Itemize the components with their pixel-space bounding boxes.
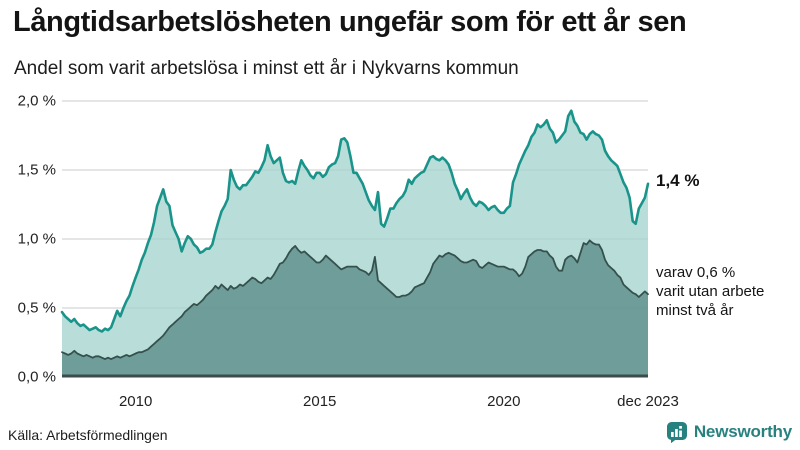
source-caption: Källa: Arbetsförmedlingen bbox=[8, 427, 168, 443]
x-axis-tick-label: 2015 bbox=[303, 393, 337, 410]
newsworthy-logo: Newsworthy bbox=[666, 421, 792, 443]
y-axis-tick-label: 2,0 % bbox=[17, 92, 56, 110]
subset-annotation-line: varit utan arbete bbox=[656, 283, 765, 301]
subset-annotation-line: varav 0,6 % bbox=[656, 264, 736, 281]
area-chart-plot bbox=[60, 100, 650, 378]
newsworthy-chart-bubble-icon bbox=[666, 422, 687, 443]
latest-value-label: 1,4 % bbox=[656, 171, 700, 190]
newsworthy-logo-text: Newsworthy bbox=[693, 422, 792, 441]
x-axis-tick-label: dec 2023 bbox=[617, 393, 679, 410]
chart-subtitle: Andel som varit arbetslösa i minst ett å… bbox=[14, 58, 519, 79]
chart-title: Långtidsarbetslösheten ungefär som för e… bbox=[13, 6, 687, 38]
subset-annotation: varav 0,6 % varit utan arbete minst två … bbox=[656, 263, 764, 321]
y-axis-tick-label: 0,5 % bbox=[17, 299, 56, 317]
x-axis-tick-label: 2010 bbox=[118, 393, 153, 410]
y-axis-tick-label: 0,0 % bbox=[17, 368, 56, 386]
y-axis-tick-label: 1,5 % bbox=[17, 161, 56, 179]
x-axis-tick-label: 2020 bbox=[487, 393, 521, 410]
y-axis-tick-label: 1,0 % bbox=[17, 230, 56, 248]
subset-annotation-line: minst två år bbox=[656, 302, 734, 320]
